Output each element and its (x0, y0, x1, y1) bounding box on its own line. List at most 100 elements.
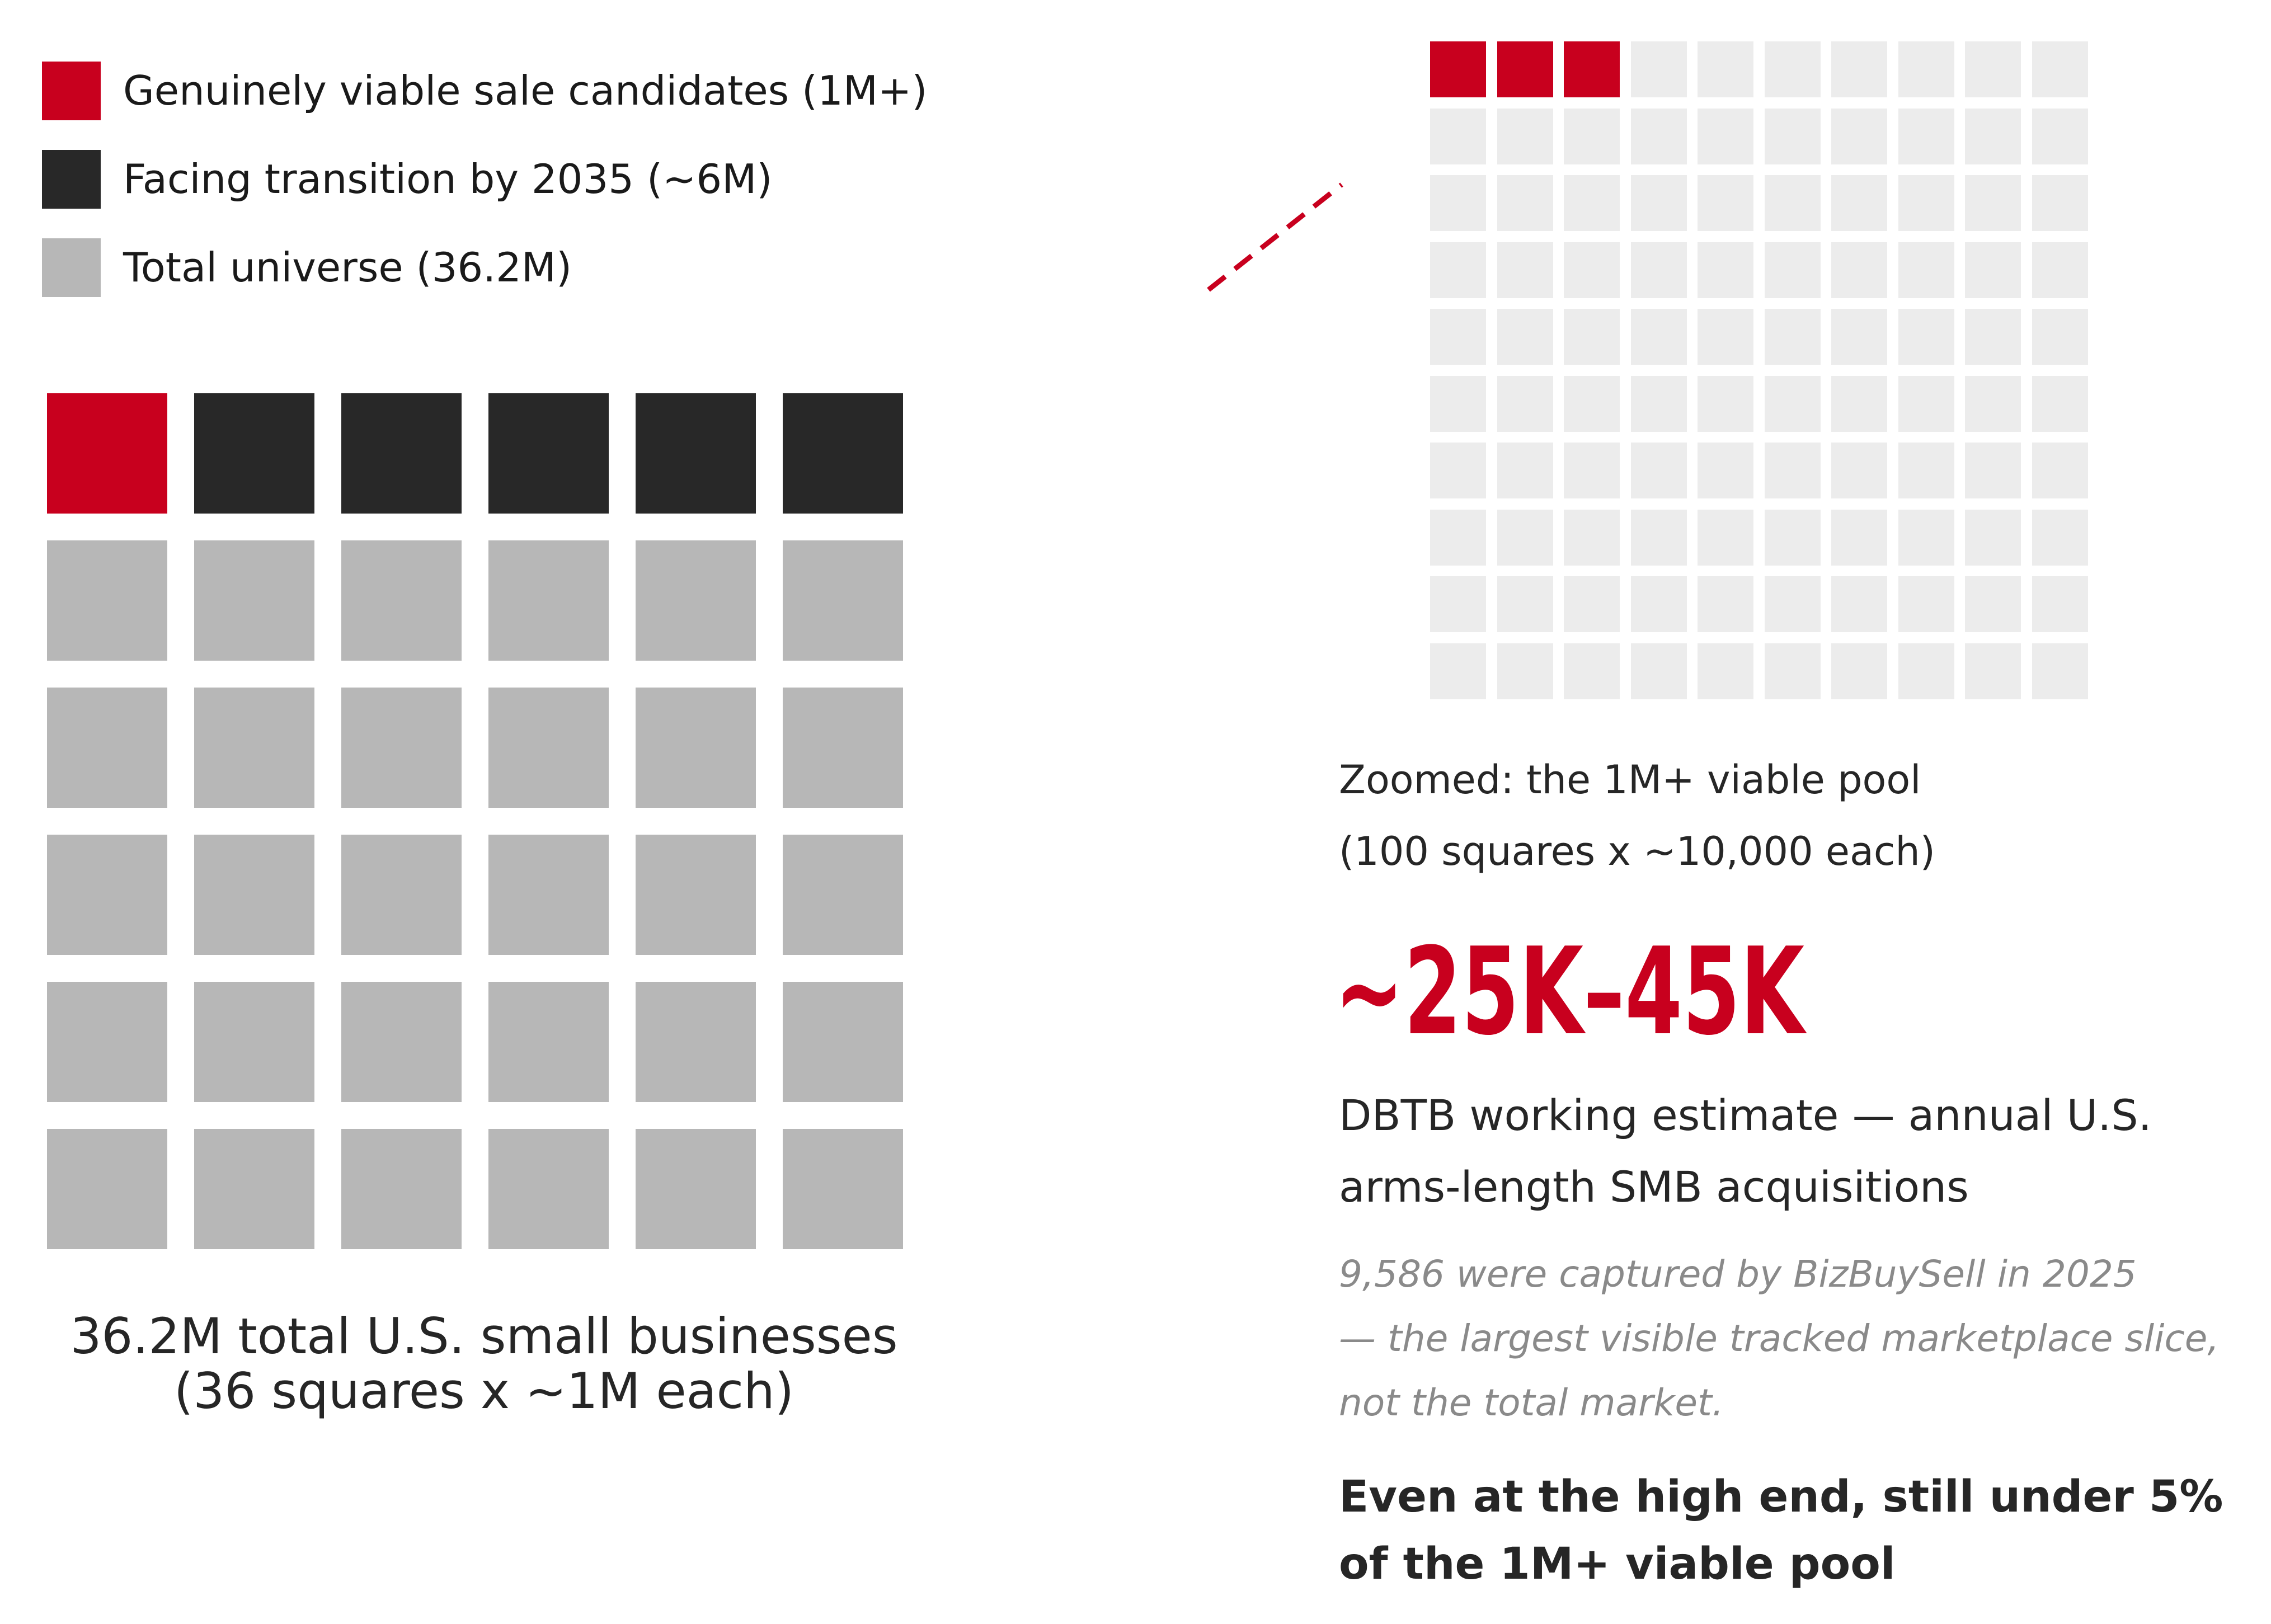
viable-pool-square-series1 (1965, 108, 2021, 164)
viable-pool-square-series1 (1831, 443, 1887, 498)
estimate-description: DBTB working estimate — annual U.S. arms… (1339, 1080, 2152, 1223)
universe-square-series2 (194, 540, 314, 661)
viable-pool-square-series1 (2032, 375, 2088, 432)
viable-pool-square-series1 (1430, 309, 1486, 365)
universe-square-series2 (341, 688, 462, 808)
viable-pool-square-series1 (1698, 175, 1753, 231)
viable-pool-square-series1 (1497, 375, 1553, 432)
viable-pool-square-series1 (1497, 443, 1553, 498)
viable-pool-square-series1 (1898, 509, 1954, 566)
marketplace-note-line2: — the largest visible tracked marketplac… (1339, 1317, 2220, 1360)
viable-pool-square-series1 (1965, 509, 2021, 566)
viable-pool-square-series1 (1430, 242, 1486, 298)
viable-pool-square-series1 (1764, 375, 1821, 432)
universe-square-series2 (636, 688, 756, 808)
viable-pool-square-series1 (1497, 108, 1553, 164)
viable-pool-square-series1 (1430, 108, 1486, 164)
universe-caption: 36.2M total U.S. small businesses (36 sq… (11, 1309, 957, 1419)
conclusion: Even at the high end, still under 5% of … (1339, 1463, 2223, 1598)
viable-pool-square-series1 (1497, 242, 1553, 298)
viable-pool-square-series1 (1564, 509, 1620, 566)
viable-pool-square-series1 (1764, 643, 1821, 699)
viable-pool-square-series1 (1764, 443, 1821, 498)
viable-pool-square-series1 (1698, 643, 1753, 699)
viable-pool-square-series1 (1965, 443, 2021, 498)
viable-pool-square-series1 (1564, 175, 1620, 231)
viable-pool-square-series1 (1898, 108, 1954, 164)
universe-square-series1 (783, 393, 903, 514)
viable-pool-square-series1 (2032, 108, 2088, 164)
viable-pool-square-series1 (2032, 576, 2088, 632)
viable-pool-square-series1 (1630, 643, 1687, 699)
universe-square-series2 (341, 540, 462, 661)
universe-square-series2 (783, 1129, 903, 1249)
viable-pool-square-series1 (1764, 309, 1821, 365)
universe-square-series2 (636, 540, 756, 661)
viable-pool-square-series1 (1698, 375, 1753, 432)
universe-square-series2 (341, 982, 462, 1102)
estimate-description-line2: arms-length SMB acquisitions (1339, 1162, 1969, 1212)
viable-pool-square-series1 (1898, 443, 1954, 498)
marketplace-note-line3: not the total market. (1339, 1381, 1724, 1424)
estimate-figure: ~25K–45K (1334, 937, 1838, 1049)
marketplace-note: 9,586 were captured by BizBuySell in 202… (1339, 1242, 2219, 1435)
viable-pool-square-series1 (1430, 509, 1486, 566)
viable-pool-square-series1 (2032, 41, 2088, 97)
viable-pool-square-series1 (1831, 41, 1887, 97)
viable-pool-square-series1 (1430, 375, 1486, 432)
universe-waffle-chart (47, 393, 903, 1249)
universe-square-series1 (194, 393, 314, 514)
viable-pool-square-series1 (1898, 175, 1954, 231)
universe-square-series2 (47, 540, 167, 661)
universe-square-series2 (488, 835, 609, 955)
viable-pool-square-series1 (1898, 375, 1954, 432)
legend-swatch-transition (42, 150, 101, 209)
zoom-caption-line2: (100 squares x ~10,000 each) (1339, 829, 1935, 874)
viable-pool-square-series1 (1564, 576, 1620, 632)
universe-square-series2 (194, 1129, 314, 1249)
universe-square-series2 (488, 688, 609, 808)
universe-square-series2 (47, 688, 167, 808)
universe-square-series2 (341, 835, 462, 955)
viable-pool-square-series1 (1831, 242, 1887, 298)
viable-pool-square-series1 (1831, 108, 1887, 164)
universe-square-series1 (636, 393, 756, 514)
viable-pool-square-series1 (1831, 175, 1887, 231)
viable-pool-square-series1 (2032, 309, 2088, 365)
viable-pool-square-series1 (1430, 643, 1486, 699)
universe-square-series2 (783, 540, 903, 661)
viable-pool-square-series1 (1764, 108, 1821, 164)
universe-square-series1 (488, 393, 609, 514)
viable-pool-square-series1 (1497, 175, 1553, 231)
viable-pool-square-series1 (1564, 242, 1620, 298)
viable-pool-square-series1 (1564, 643, 1620, 699)
viable-pool-square-series1 (1630, 576, 1687, 632)
universe-square-series2 (194, 835, 314, 955)
viable-pool-square-series1 (1698, 309, 1753, 365)
viable-pool-square-series1 (1764, 576, 1821, 632)
viable-pool-square-series1 (1698, 242, 1753, 298)
viable-pool-square-series1 (1764, 175, 1821, 231)
viable-pool-square-series1 (1698, 576, 1753, 632)
viable-pool-square-series1 (1630, 375, 1687, 432)
universe-square-series0 (47, 393, 167, 514)
estimate-description-line1: DBTB working estimate — annual U.S. (1339, 1090, 2152, 1140)
viable-pool-square-series1 (1965, 41, 2021, 97)
universe-square-series2 (47, 982, 167, 1102)
viable-pool-square-series1 (1965, 576, 2021, 632)
viable-pool-square-series1 (1430, 576, 1486, 632)
universe-square-series2 (783, 835, 903, 955)
universe-square-series2 (488, 1129, 609, 1249)
viable-pool-square-series1 (1630, 41, 1687, 97)
universe-square-series2 (194, 982, 314, 1102)
viable-pool-square-series1 (1965, 242, 2021, 298)
universe-square-series2 (783, 982, 903, 1102)
legend-label-viable: Genuinely viable sale candidates (1M+) (123, 67, 928, 114)
viable-pool-square-series1 (1898, 242, 1954, 298)
universe-square-series1 (341, 393, 462, 514)
viable-pool-square-series1 (1630, 309, 1687, 365)
viable-pool-square-series1 (1497, 576, 1553, 632)
viable-pool-square-series1 (1831, 509, 1887, 566)
viable-pool-square-series1 (1965, 309, 2021, 365)
viable-pool-square-series1 (1965, 375, 2021, 432)
